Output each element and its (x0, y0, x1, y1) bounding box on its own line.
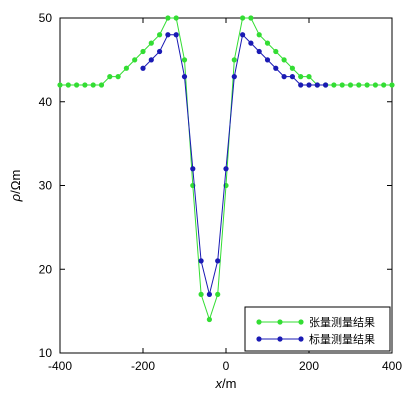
data-point (372, 82, 378, 88)
x-tick-label: 200 (299, 359, 319, 373)
legend-swatch-marker (256, 336, 262, 342)
y-tick-label: 10 (39, 346, 53, 360)
data-point (347, 82, 354, 88)
legend-label: 标量测量结果 (309, 332, 375, 346)
data-point (240, 15, 246, 21)
data-point (157, 32, 163, 38)
data-point (264, 40, 271, 46)
data-point (215, 258, 221, 264)
data-point (181, 57, 188, 63)
data-point (140, 48, 146, 55)
data-point (223, 166, 229, 172)
data-point (323, 82, 329, 88)
x-tick-label: -200 (131, 359, 155, 373)
data-point (256, 32, 262, 38)
data-point (148, 57, 154, 63)
legend-swatch-marker (277, 319, 283, 325)
data-point (240, 32, 246, 38)
data-point (289, 74, 295, 80)
x-tick-label: -400 (48, 359, 72, 373)
data-point (115, 74, 121, 80)
y-tick-label: 40 (39, 95, 53, 109)
y-axis-title: ρ/Ωm (8, 170, 23, 203)
data-point (314, 82, 320, 88)
data-point (339, 82, 345, 88)
data-point (107, 74, 113, 80)
data-point (140, 65, 146, 71)
y-tick-label: 20 (39, 262, 53, 276)
data-point (90, 82, 96, 88)
legend-swatch-marker (298, 319, 304, 325)
data-point (306, 82, 312, 88)
data-point (148, 40, 154, 46)
data-point (331, 82, 337, 88)
data-point (281, 74, 287, 80)
y-axis-title-symbol: ρ (8, 193, 23, 202)
data-point (198, 258, 204, 264)
y-tick-label: 30 (39, 179, 53, 193)
y-tick-label: 50 (39, 11, 53, 25)
x-axis-title-symbol: x (215, 376, 223, 391)
data-point (256, 48, 262, 55)
axis-ticks: -400 -200 0 200 400 10 20 30 40 50 (39, 11, 403, 373)
data-point (264, 57, 271, 63)
x-tick-label: 0 (223, 359, 230, 373)
data-point (132, 57, 138, 63)
data-point (173, 32, 179, 38)
x-axis-title: x/m (215, 376, 237, 391)
series-2 (140, 32, 329, 297)
data-point (165, 15, 171, 21)
data-point (273, 65, 279, 71)
data-point (289, 65, 295, 71)
legend-box (244, 306, 391, 352)
data-point (248, 40, 254, 46)
x-tick-label: 400 (382, 359, 402, 373)
data-point (190, 166, 196, 172)
data-point (364, 82, 370, 88)
x-axis-title-unit: /m (222, 376, 236, 391)
data-point (98, 82, 105, 88)
data-point (231, 57, 237, 63)
data-point (82, 82, 88, 88)
data-point (206, 316, 212, 323)
y-axis-title-unit: /Ωm (8, 170, 23, 194)
data-point (389, 82, 395, 88)
data-point (198, 291, 204, 297)
data-point (231, 74, 237, 80)
data-point (57, 82, 63, 88)
data-point (157, 48, 163, 55)
legend-swatch-marker (256, 319, 262, 325)
data-point (65, 82, 71, 88)
data-point (206, 291, 212, 297)
data-point (173, 15, 179, 21)
data-point (381, 82, 387, 88)
legend-label: 张量测量结果 (309, 316, 375, 329)
series-layer (57, 15, 395, 323)
data-point (248, 15, 254, 21)
legend-swatch-marker (277, 336, 283, 342)
data-point (306, 74, 312, 80)
data-point (215, 291, 221, 297)
data-point (123, 65, 129, 71)
data-point (356, 82, 362, 88)
data-point (281, 57, 287, 63)
data-point (181, 74, 188, 80)
data-point (273, 48, 279, 55)
legend-swatch-marker (298, 336, 304, 342)
data-point (74, 82, 80, 88)
data-point (165, 32, 171, 38)
data-point (298, 74, 304, 80)
data-point (298, 82, 304, 88)
